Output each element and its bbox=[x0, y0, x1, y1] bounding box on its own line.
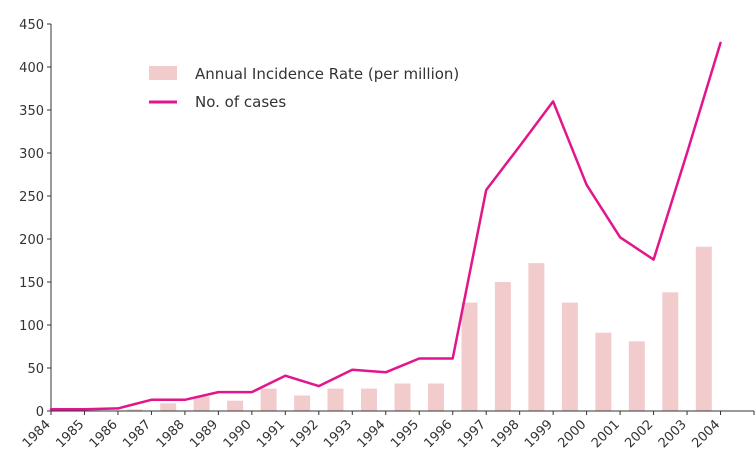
line-point-1996 bbox=[451, 357, 454, 360]
x-tick-label-1992: 1992 bbox=[288, 417, 322, 451]
bar-2000 bbox=[595, 332, 612, 411]
line-layer bbox=[49, 41, 722, 411]
line-point-1997 bbox=[485, 189, 488, 191]
bar-1993 bbox=[361, 388, 377, 411]
bar-1986 bbox=[126, 409, 143, 411]
bar-2001 bbox=[628, 341, 645, 411]
bars-layer bbox=[126, 246, 712, 411]
line-point-1984 bbox=[50, 408, 52, 411]
x-tick-label-1991: 1991 bbox=[254, 417, 288, 451]
y-tick-label-350: 350 bbox=[19, 104, 44, 119]
bar-1995 bbox=[428, 383, 444, 411]
x-tick-label-1984: 1984 bbox=[20, 417, 54, 451]
bar-2002 bbox=[662, 292, 679, 411]
y-tick-label-450: 450 bbox=[19, 18, 44, 33]
x-tick-label-1989: 1989 bbox=[187, 417, 221, 451]
legend-label-cases: No. of cases bbox=[195, 93, 286, 111]
x-tick-label-1987: 1987 bbox=[120, 417, 154, 451]
x-tick-label-1985: 1985 bbox=[53, 417, 87, 451]
axes-layer bbox=[47, 23, 755, 415]
bar-1998 bbox=[528, 263, 545, 411]
line-point-1985 bbox=[83, 408, 86, 411]
line-point-1989 bbox=[217, 391, 220, 393]
x-tick-labels: 1984 1985 1986 1987 1988 1989 1990 1991 1992 1993… bbox=[20, 417, 724, 451]
bar-1990 bbox=[260, 388, 277, 411]
line-point-2000 bbox=[585, 184, 588, 186]
bar-1992 bbox=[327, 388, 344, 411]
line-point-1991 bbox=[284, 374, 287, 377]
y-tick-label-200: 200 bbox=[19, 233, 44, 248]
legend: Annual Incidence Rate (per million) No. … bbox=[149, 65, 459, 111]
x-tick-label-1986: 1986 bbox=[87, 417, 121, 451]
bar-1988 bbox=[193, 396, 210, 411]
x-tick-label-2004: 2004 bbox=[689, 417, 723, 451]
x-tick-label-2002: 2002 bbox=[622, 417, 656, 451]
line-point-1992 bbox=[318, 385, 320, 387]
x-tick-label-1998: 1998 bbox=[488, 417, 522, 451]
y-tick-label-50: 50 bbox=[27, 362, 44, 377]
y-tick-label-400: 400 bbox=[19, 61, 44, 76]
x-tick-label-1988: 1988 bbox=[154, 417, 188, 451]
legend-swatch-incidence-rate bbox=[149, 66, 177, 80]
line-point-1986 bbox=[117, 407, 119, 410]
bar-1999 bbox=[561, 302, 578, 411]
line-no-of-cases bbox=[49, 41, 722, 411]
y-tick-label-300: 300 bbox=[19, 147, 44, 162]
y-tick-label-150: 150 bbox=[19, 276, 44, 291]
y-tick-label-0: 0 bbox=[36, 405, 44, 420]
line-point-2004 bbox=[719, 42, 722, 44]
line-point-1998 bbox=[518, 145, 521, 147]
line-point-1993 bbox=[351, 368, 354, 371]
x-tick-label-2003: 2003 bbox=[656, 417, 690, 451]
line-point-2003 bbox=[686, 152, 688, 154]
line-point-1999 bbox=[552, 100, 554, 103]
bar-1996 bbox=[461, 302, 478, 411]
y-tick-label-100: 100 bbox=[19, 319, 44, 334]
line-point-1990 bbox=[251, 391, 253, 393]
line-point-1987 bbox=[150, 399, 153, 401]
x-tick-label-1997: 1997 bbox=[455, 417, 489, 451]
legend-label-incidence-rate: Annual Incidence Rate (per million) bbox=[195, 65, 459, 83]
x-tick-label-2001: 2001 bbox=[589, 417, 623, 451]
line-point-1994 bbox=[385, 371, 387, 374]
line-point-1988 bbox=[184, 399, 186, 401]
x-tick-label-1995: 1995 bbox=[388, 417, 422, 451]
x-tick-label-2000: 2000 bbox=[555, 417, 589, 451]
line-point-2001 bbox=[619, 236, 621, 239]
x-tick-label-1990: 1990 bbox=[221, 417, 255, 451]
line-point-1995 bbox=[418, 357, 421, 360]
x-tick-label-1993: 1993 bbox=[321, 417, 355, 451]
y-tick-labels: 0 50 100 150 200 250 300 350 400 450 bbox=[19, 18, 44, 420]
bar-2003 bbox=[695, 246, 712, 411]
bar-1991 bbox=[294, 395, 311, 411]
bar-1987 bbox=[160, 403, 177, 411]
x-tick-label-1999: 1999 bbox=[522, 417, 556, 451]
x-tick-label-1994: 1994 bbox=[355, 417, 389, 451]
x-tick-label-1996: 1996 bbox=[422, 417, 456, 451]
bar-1989 bbox=[227, 400, 244, 411]
bar-1997 bbox=[494, 282, 511, 411]
y-tick-label-250: 250 bbox=[19, 190, 44, 205]
line-point-2002 bbox=[652, 258, 655, 261]
bar-1994 bbox=[394, 383, 411, 411]
